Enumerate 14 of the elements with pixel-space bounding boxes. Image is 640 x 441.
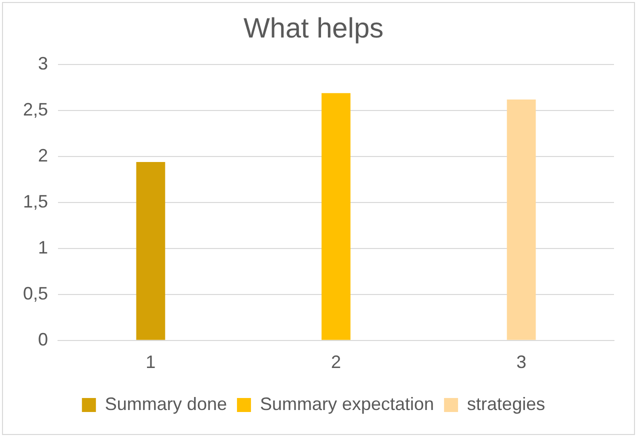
legend-label: Summary done (104, 394, 227, 414)
y-tick-label: 3 (38, 54, 48, 74)
y-tick-label: 2,5 (22, 100, 48, 120)
y-tick-label: 2 (38, 146, 48, 166)
x-tick-label: 1 (146, 352, 156, 372)
x-tick-label: 2 (331, 352, 342, 372)
y-tick-label: 1 (38, 237, 48, 258)
legend-label: strategies (467, 394, 546, 414)
y-tick-label: 0,5 (22, 283, 48, 304)
x-tick-label: 3 (516, 352, 526, 372)
y-tick-label: 1,5 (22, 191, 48, 212)
y-tick-label: 0 (38, 329, 48, 350)
legend-label: Summary expectation (260, 394, 434, 414)
chart-title: What helps (243, 12, 384, 44)
